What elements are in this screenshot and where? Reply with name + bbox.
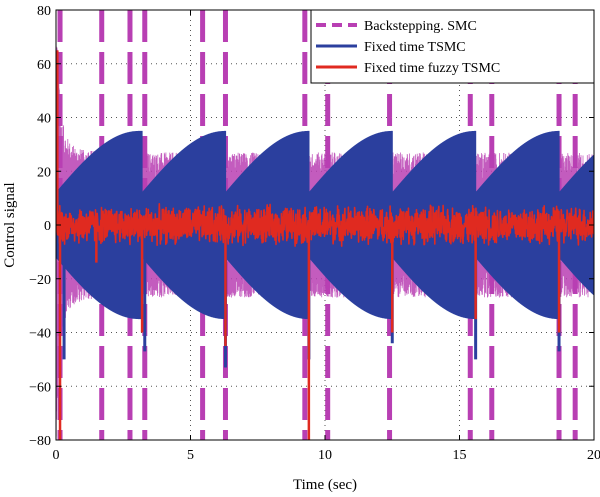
legend-label-backstepping-smc: Backstepping. SMC: [364, 19, 477, 34]
legend-label-fixed-time-tsmc: Fixed time TSMC: [364, 40, 466, 55]
x-tick-label: 5: [187, 448, 194, 463]
legend: Backstepping. SMC Fixed time TSMC Fixed …: [310, 9, 595, 84]
legend-box: [310, 9, 595, 84]
x-axis-label: Time (sec): [293, 477, 357, 493]
y-axis-label: Control signal: [2, 182, 18, 267]
y-tick-label: 40: [37, 112, 51, 127]
y-tick-label: 60: [37, 58, 51, 73]
x-tick-label: 20: [587, 448, 600, 463]
y-tick-label: 80: [37, 4, 51, 19]
y-tick-label: 20: [37, 165, 51, 180]
x-tick-label: 15: [453, 448, 467, 463]
y-tick-label: −60: [29, 380, 51, 395]
fixed-time-fuzzy-tsmc-line: [56, 203, 594, 247]
axis-ticks: 0 5 10 15 20 −80 −60 −40 −20 0 20 40 60 80: [29, 4, 600, 463]
y-tick-label: 0: [44, 219, 51, 234]
y-tick-label: −80: [29, 434, 51, 449]
y-tick-label: −40: [29, 327, 51, 342]
x-tick-label: 10: [318, 448, 332, 463]
series-fixed-time-fuzzy-tsmc: [56, 50, 594, 440]
y-tick-label: −20: [29, 273, 51, 288]
x-tick-label: 0: [53, 448, 60, 463]
legend-label-fixed-time-fuzzy-tsmc: Fixed time fuzzy TSMC: [364, 61, 500, 76]
